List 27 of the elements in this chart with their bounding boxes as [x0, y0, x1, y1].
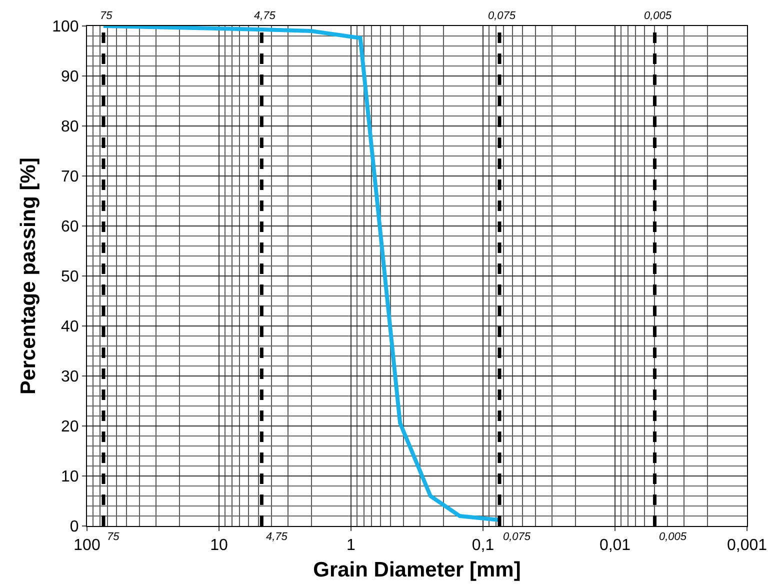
ref-line-label: 0,005: [659, 531, 688, 543]
ref-line-label: 75: [100, 10, 114, 22]
x-tick-label: 100: [74, 537, 100, 554]
x-tick-label: 10: [210, 537, 228, 554]
y-tick-label: 80: [61, 118, 79, 136]
y-axis-title: Percentage passing [%]: [17, 158, 40, 394]
y-tick-label: 40: [61, 318, 79, 336]
ref-line-label: 4,75: [266, 531, 288, 543]
y-tick-label: 70: [61, 168, 79, 186]
x-tick-label: 0,001: [726, 537, 768, 554]
text: 75: [107, 531, 120, 543]
x-axis-title: Grain Diameter [mm]: [313, 558, 521, 582]
text: 0,075: [488, 10, 516, 22]
text: 0,005: [644, 10, 672, 22]
y-tick-label: 0: [70, 518, 79, 536]
x-tick-label: 0,01: [599, 537, 631, 554]
x-tick-label: 1: [346, 537, 356, 554]
y-tick-label: 50: [61, 268, 79, 286]
y-tick-label: 100: [52, 18, 79, 36]
y-tick-label: 90: [61, 68, 79, 86]
y-tick-label: 20: [61, 418, 79, 436]
x-tick-label: 0,1: [472, 537, 494, 554]
text: 4,75: [254, 10, 276, 22]
ref-line-label: 0,075: [503, 531, 532, 543]
y-tick-label: 10: [61, 468, 79, 486]
y-tick-label: 60: [61, 218, 79, 236]
y-tick-label: 30: [61, 368, 79, 386]
